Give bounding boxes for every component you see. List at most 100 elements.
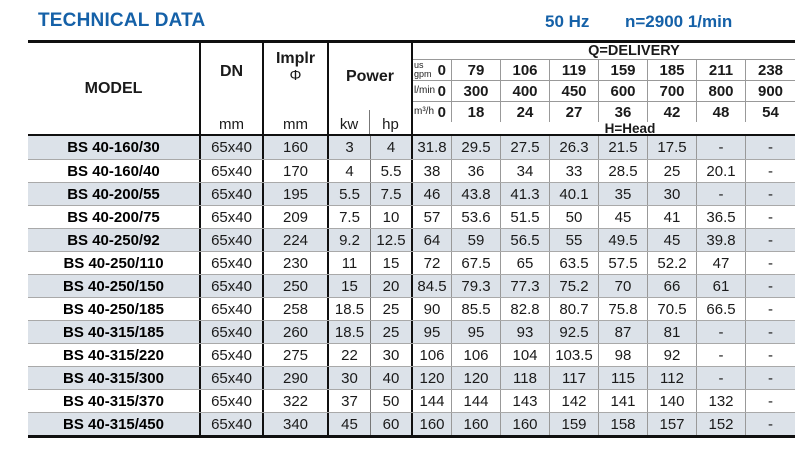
head-value-cell: 87	[599, 321, 648, 343]
head-value-cell: 26.3	[550, 136, 599, 159]
head-value-cell: -	[697, 344, 746, 366]
head-value-cell: 17.5	[648, 136, 697, 159]
head-value-cell: 55	[550, 229, 599, 251]
kw-cell: 37	[329, 390, 371, 412]
impeller-diameter-symbol: Φ	[289, 67, 302, 84]
column-header-impeller: Implr Φ mm	[264, 43, 329, 134]
head-value-cell: 103.5	[550, 344, 599, 366]
head-value-cell: 90	[413, 298, 452, 320]
table-header: MODEL DN mm Implr Φ mm Power kw hp Q=DE	[28, 43, 795, 136]
table-row: BS 40-160/30 65x40 160 3 4 31.8 29.5 27.5 26.3 21…	[28, 136, 795, 159]
table-row: BS 40-160/40 65x40 170 4 5.5 38 36 34 33 28.5 25 20…	[28, 159, 795, 182]
hp-cell: 10	[371, 206, 413, 228]
delivery-value-cell: 42	[648, 102, 697, 122]
impeller-cell: 340	[264, 413, 329, 435]
delivery-value-cell: 900	[757, 82, 784, 100]
delivery-unit-label: m³/h	[414, 105, 434, 117]
dn-header-label: DN	[219, 63, 244, 80]
hp-cell: 25	[371, 298, 413, 320]
kw-cell: 4	[329, 160, 371, 182]
delivery-value-cell: 18	[452, 102, 501, 122]
head-value-cell: -	[697, 183, 746, 205]
dn-cell: 65x40	[201, 160, 264, 182]
head-value-cell: 141	[599, 390, 648, 412]
impeller-cell: 209	[264, 206, 329, 228]
head-value-cell: -	[768, 369, 773, 387]
head-value-cell: -	[768, 185, 773, 203]
head-value-cell: -	[768, 162, 773, 180]
head-value-cell: 84.5	[413, 275, 452, 297]
table-row: BS 40-315/220 65x40 275 22 30 106 106 104 103.5 9…	[28, 343, 795, 366]
model-cell: BS 40-250/92	[28, 229, 201, 251]
head-value-cell: 143	[501, 390, 550, 412]
table-row: BS 40-250/110 65x40 230 11 15 72 67.5 65 63.5 57.…	[28, 251, 795, 274]
head-value-cell: -	[697, 136, 746, 159]
delivery-value: 0	[437, 61, 446, 79]
kw-cell: 18.5	[329, 321, 371, 343]
model-cell: BS 40-315/450	[28, 413, 201, 435]
head-value-cell: 98	[599, 344, 648, 366]
impeller-cell: 195	[264, 183, 329, 205]
kw-unit-label: kw	[329, 110, 370, 134]
delivery-value-cell: 211	[697, 60, 746, 80]
head-value-cell: 140	[648, 390, 697, 412]
head-value-cell: -	[768, 139, 773, 156]
head-value-cell: 117	[550, 367, 599, 389]
head-value-cell: 30	[648, 183, 697, 205]
head-value-cell: 72	[413, 252, 452, 274]
delivery-value-cell: 36	[599, 102, 648, 122]
head-value-cell: -	[768, 346, 773, 364]
kw-cell: 18.5	[329, 298, 371, 320]
model-cell: BS 40-160/40	[28, 160, 201, 182]
head-value-cell: 35	[599, 183, 648, 205]
head-value-cell: 21.5	[599, 136, 648, 159]
head-value-cell: 31.8	[413, 136, 452, 159]
delivery-value-cell: 27	[550, 102, 599, 122]
head-value-cell: 66.5	[697, 298, 746, 320]
head-value-cell: 34	[501, 160, 550, 182]
head-value-cell: 28.5	[599, 160, 648, 182]
impeller-cell: 275	[264, 344, 329, 366]
delivery-value-cell: 119	[550, 60, 599, 80]
kw-cell: 30	[329, 367, 371, 389]
frequency-label: 50 Hz	[545, 12, 590, 31]
head-value-cell: 80.7	[550, 298, 599, 320]
dn-cell: 65x40	[201, 229, 264, 251]
dn-cell: 65x40	[201, 367, 264, 389]
delivery-value: 0	[437, 82, 446, 100]
head-value-cell: 36.5	[697, 206, 746, 228]
head-value-cell: 66	[648, 275, 697, 297]
table-row: BS 40-200/55 65x40 195 5.5 7.5 46 43.8 41.3 40.1…	[28, 182, 795, 205]
column-header-model: MODEL	[28, 43, 201, 134]
head-value-cell: 70.5	[648, 298, 697, 320]
model-cell: BS 40-315/300	[28, 367, 201, 389]
dn-unit-label: mm	[219, 116, 244, 133]
dn-cell: 65x40	[201, 344, 264, 366]
speed-label: n=2900 1/min	[625, 12, 733, 31]
head-value-cell: 61	[697, 275, 746, 297]
hp-cell: 5.5	[371, 160, 413, 182]
head-value-cell: 142	[550, 390, 599, 412]
hp-cell: 25	[371, 321, 413, 343]
head-value-cell: 41.3	[501, 183, 550, 205]
head-value-cell: 46	[413, 183, 452, 205]
hp-cell: 20	[371, 275, 413, 297]
kw-cell: 5.5	[329, 183, 371, 205]
hp-cell: 12.5	[371, 229, 413, 251]
impeller-cell: 224	[264, 229, 329, 251]
head-value-cell: 50	[550, 206, 599, 228]
dn-cell: 65x40	[201, 206, 264, 228]
column-header-power: Power kw hp	[329, 43, 413, 134]
head-value-cell: 120	[452, 367, 501, 389]
head-value-cell: 92.5	[550, 321, 599, 343]
hp-cell: 4	[371, 136, 413, 159]
head-value-cell: 75.8	[599, 298, 648, 320]
delivery-value-cell: 79	[452, 60, 501, 80]
head-value-cell: 106	[452, 344, 501, 366]
head-value-cell: 120	[413, 367, 452, 389]
head-value-cell: 65	[501, 252, 550, 274]
model-cell: BS 40-315/185	[28, 321, 201, 343]
head-value-cell: 157	[648, 413, 697, 435]
model-cell: BS 40-160/30	[28, 136, 201, 159]
kw-cell: 11	[329, 252, 371, 274]
